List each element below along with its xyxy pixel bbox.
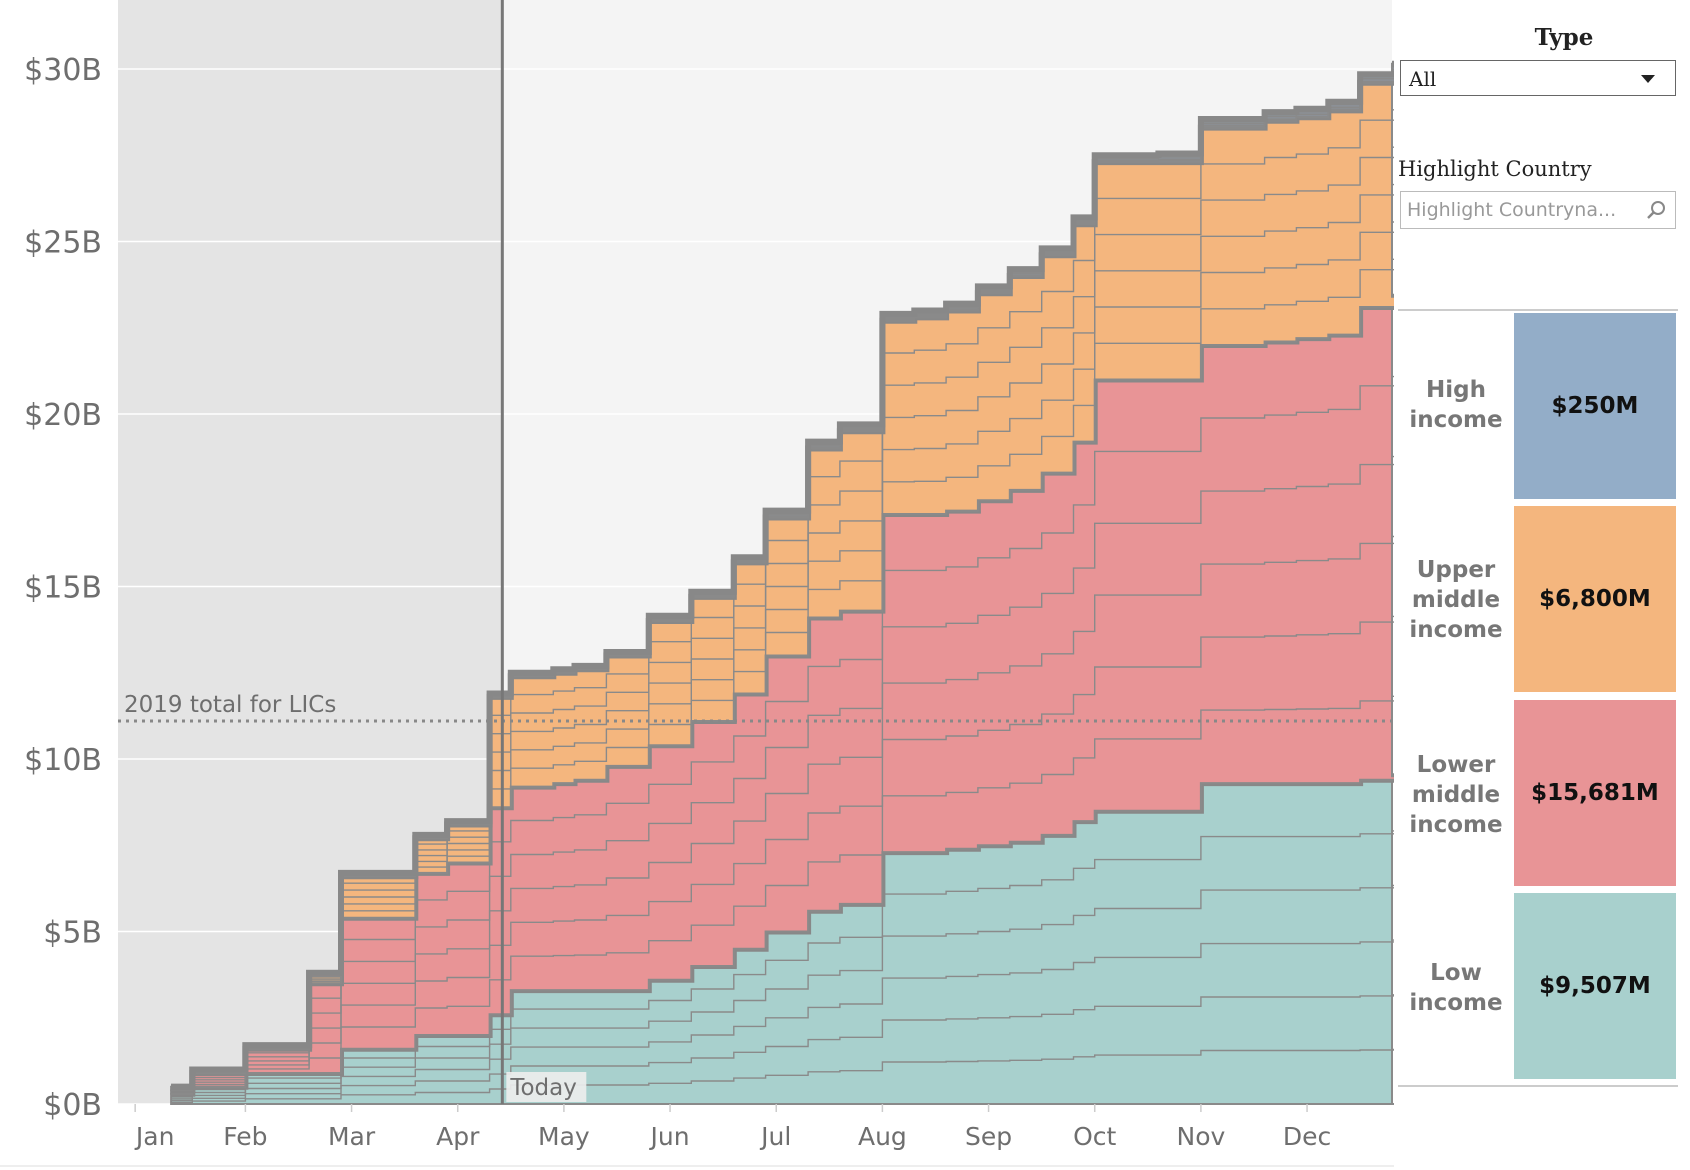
- legend-box-low-income[interactable]: $9,507M: [1514, 893, 1676, 1079]
- y-tick-label: $0B: [43, 1088, 102, 1123]
- type-dropdown-value: All: [1409, 67, 1437, 91]
- reference-label-background: [120, 689, 350, 718]
- x-tick-label: Dec: [1283, 1122, 1331, 1151]
- highlight-country-label: Highlight Country: [1398, 157, 1592, 181]
- country-line-low-income: [171, 994, 1394, 1102]
- x-tick-label: Nov: [1177, 1122, 1226, 1151]
- x-tick-label: Mar: [328, 1122, 376, 1151]
- country-line-lower-middle-income: [171, 535, 1394, 1093]
- x-tick-label: Aug: [858, 1122, 907, 1151]
- country-line-upper-middle-income: [171, 258, 1394, 1091]
- x-tick-label: Jun: [649, 1122, 690, 1151]
- reference-line-label: 2019 total for LICs: [124, 692, 336, 718]
- country-line-upper-middle-income: [171, 146, 1394, 1089]
- x-tick-label: Feb: [223, 1122, 267, 1151]
- legend-divider-top: [1398, 309, 1678, 311]
- country-line-lower-middle-income: [171, 455, 1394, 1092]
- y-tick-label: $5B: [43, 916, 102, 951]
- x-tick-label: Apr: [436, 1122, 480, 1151]
- legend-label-lower-middle-income: Lower middle income: [1409, 752, 1503, 838]
- legend-label-high-income: High income: [1409, 377, 1503, 433]
- x-tick-label: May: [538, 1122, 590, 1151]
- country-line-upper-middle-income: [171, 221, 1394, 1090]
- country-line-lower-middle-income: [171, 615, 1394, 1094]
- country-line-upper-middle-income: [171, 183, 1394, 1090]
- y-tick-label: $20B: [24, 398, 102, 433]
- x-tick-label: Sep: [965, 1122, 1012, 1151]
- x-tick-label: Oct: [1073, 1122, 1116, 1151]
- country-line-low-income: [171, 939, 1394, 1100]
- x-tick-label: Jan: [134, 1122, 175, 1151]
- legend-box-high-income[interactable]: $250M: [1514, 313, 1676, 499]
- side-panel: Type All Highlight Country High income $…: [1394, 0, 1690, 1170]
- y-tick-label: $30B: [24, 53, 102, 88]
- search-icon[interactable]: [1645, 199, 1667, 221]
- legend-label-upper-middle-income: Upper middle income: [1409, 557, 1503, 643]
- cumulative-stacked-area-chart: 2019 total for LICs Today $0B $5B $10B $15B $2…: [0, 0, 1394, 1167]
- series-edge-high-income: [171, 60, 1394, 1090]
- country-line-lower-middle-income: [171, 375, 1394, 1092]
- legend-box-upper-middle-income[interactable]: $6,800M: [1514, 506, 1676, 692]
- legend-box-lower-middle-income[interactable]: $15,681M: [1514, 700, 1676, 886]
- legend-label-low-income: Low income: [1409, 960, 1503, 1016]
- today-label-background: [506, 1072, 587, 1102]
- y-tick-label: $15B: [24, 571, 102, 606]
- x-tick-label: Jul: [759, 1122, 791, 1151]
- country-line-upper-middle-income: [171, 109, 1394, 1088]
- type-dropdown[interactable]: All: [1400, 60, 1676, 96]
- country-line-low-income: [171, 1048, 1394, 1103]
- country-line-low-income: [171, 884, 1394, 1098]
- today-label: Today: [509, 1075, 577, 1101]
- highlight-country-input[interactable]: [1407, 196, 1637, 224]
- highlight-country-search[interactable]: [1400, 191, 1676, 229]
- country-line-low-income: [171, 830, 1394, 1097]
- chevron-down-icon[interactable]: [1641, 75, 1655, 83]
- y-tick-label: $25B: [24, 226, 102, 261]
- legend-divider-bottom: [1398, 1085, 1678, 1087]
- type-filter-title: Type: [1534, 24, 1594, 51]
- country-line-lower-middle-income: [171, 695, 1394, 1094]
- y-tick-label: $10B: [24, 743, 102, 778]
